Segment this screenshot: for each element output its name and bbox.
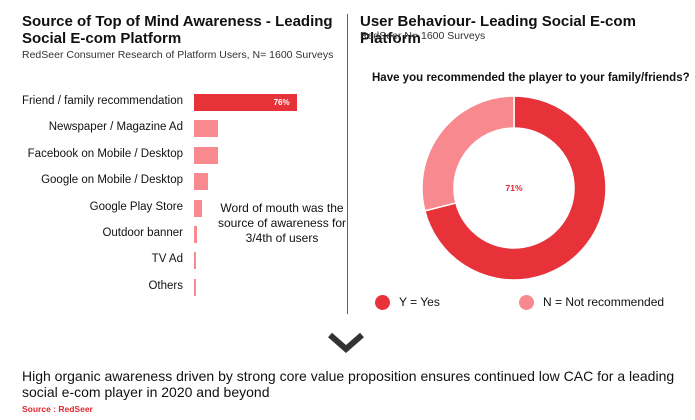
bar-category-label: Facebook on Mobile / Desktop <box>27 147 183 160</box>
legend-label-yes: Y = Yes <box>399 295 440 309</box>
legend-marker-no <box>519 295 534 310</box>
recommendation-donut-chart: 71% <box>421 95 607 281</box>
bar-category-label: Google Play Store <box>89 200 183 213</box>
chevron-down-icon <box>328 332 364 353</box>
legend-marker-yes <box>375 295 390 310</box>
bar-category-label: Outdoor banner <box>102 227 183 239</box>
bar-category-label: TV Ad <box>151 253 183 266</box>
left-chart-title: Source of Top of Mind Awareness - Leadin… <box>22 13 333 47</box>
right-chart-title: User Behaviour- Leading Social E-com Pla… <box>360 13 636 47</box>
bar-category-label: Others <box>148 279 183 292</box>
legend-label-no: N = Not recommended <box>543 295 665 309</box>
bar-data-label: 76% <box>273 98 290 107</box>
donut-slice-no <box>421 95 515 212</box>
conclusion-text: High organic awareness driven by strong … <box>22 368 675 400</box>
right-chart-subtitle: RedSeer N= 1600 Surveys <box>360 30 486 42</box>
bar-mark <box>194 146 219 164</box>
donut-slice-yes <box>423 95 607 281</box>
left-chart-subtitle: RedSeer Consumer Research of Platform Us… <box>22 49 334 61</box>
bar-mark <box>194 173 208 191</box>
bar-mark <box>194 252 196 270</box>
bar-mark <box>194 226 197 243</box>
bar-category-label: Newspaper / Magazine Ad <box>48 121 183 134</box>
panel-divider <box>347 14 348 314</box>
bar-mark <box>194 199 203 217</box>
donut-center-label: 71% <box>505 183 522 193</box>
bar-mark <box>194 94 297 111</box>
source-note: Source : RedSeer <box>22 404 93 414</box>
bar-chart-annotation: Word of mouth was the source of awarenes… <box>217 201 347 245</box>
bar-category-label: Friend / family recommendation <box>21 95 183 107</box>
bar-mark <box>194 278 196 296</box>
donut-question: Have you recommended the player to your … <box>372 72 690 84</box>
bar-mark <box>194 120 219 138</box>
bar-category-label: Google on Mobile / Desktop <box>41 174 183 187</box>
